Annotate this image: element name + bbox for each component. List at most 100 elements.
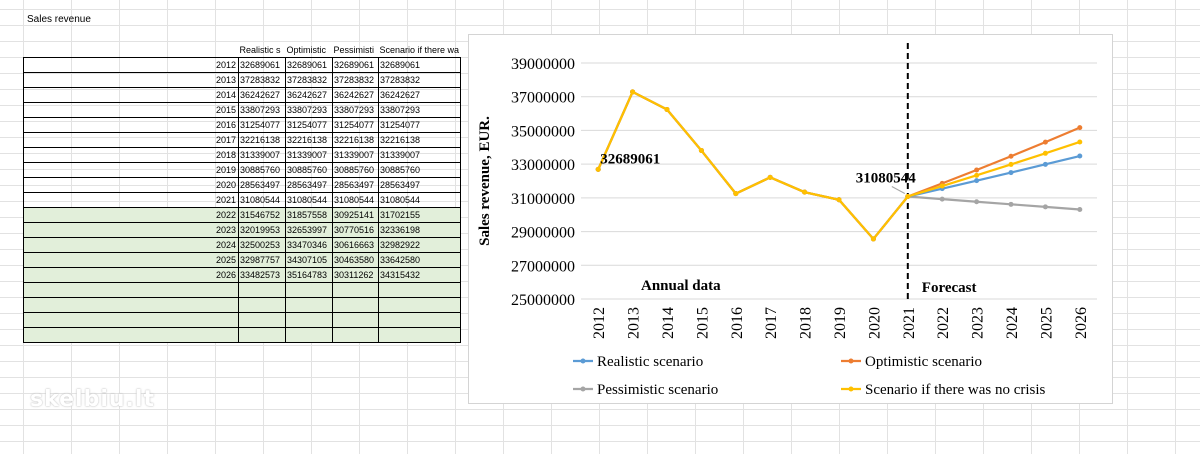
value-cell[interactable]: 32500253 [238, 237, 286, 253]
value-cell[interactable]: 32336198 [378, 222, 461, 238]
year-cell[interactable]: 2025 [23, 252, 239, 268]
value-cell[interactable]: 30885760 [285, 162, 333, 178]
value-cell[interactable]: 33470346 [285, 237, 333, 253]
empty-cell[interactable] [285, 282, 333, 298]
value-cell[interactable]: 33807293 [332, 102, 379, 118]
empty-cell[interactable] [285, 312, 333, 328]
year-cell[interactable]: 2020 [23, 177, 239, 193]
year-cell[interactable]: 2014 [23, 87, 239, 103]
empty-cell[interactable] [23, 297, 239, 313]
column-header[interactable]: Pessimisti [333, 45, 375, 55]
empty-cell[interactable] [378, 297, 461, 313]
column-header[interactable]: Realistic s [239, 45, 281, 55]
empty-cell[interactable] [378, 327, 461, 343]
value-cell[interactable]: 31339007 [238, 147, 286, 163]
value-cell[interactable]: 32689061 [238, 57, 286, 73]
year-cell[interactable]: 2024 [23, 237, 239, 253]
year-cell[interactable]: 2017 [23, 132, 239, 148]
value-cell[interactable]: 34307105 [285, 252, 333, 268]
value-cell[interactable]: 31339007 [332, 147, 379, 163]
value-cell[interactable]: 33482573 [238, 267, 286, 283]
empty-cell[interactable] [23, 327, 239, 343]
value-cell[interactable]: 32689061 [378, 57, 461, 73]
empty-cell[interactable] [378, 282, 461, 298]
value-cell[interactable]: 36242627 [285, 87, 333, 103]
empty-cell[interactable] [332, 297, 379, 313]
year-cell[interactable]: 2021 [23, 192, 239, 208]
year-cell[interactable]: 2019 [23, 162, 239, 178]
value-cell[interactable]: 34315432 [378, 267, 461, 283]
column-header[interactable]: Scenario if there wa [379, 45, 460, 55]
empty-cell[interactable] [23, 282, 239, 298]
column-header[interactable]: Optimistic [286, 45, 327, 55]
empty-cell[interactable] [23, 312, 239, 328]
value-cell[interactable]: 30885760 [238, 162, 286, 178]
value-cell[interactable]: 33642580 [378, 252, 461, 268]
year-cell[interactable]: 2013 [23, 72, 239, 88]
value-cell[interactable]: 32216138 [285, 132, 333, 148]
value-cell[interactable]: 33807293 [238, 102, 286, 118]
value-cell[interactable]: 31702155 [378, 207, 461, 223]
empty-cell[interactable] [238, 312, 286, 328]
value-cell[interactable]: 36242627 [332, 87, 379, 103]
value-cell[interactable]: 30925141 [332, 207, 379, 223]
value-cell[interactable]: 31080544 [238, 192, 286, 208]
empty-cell[interactable] [285, 327, 333, 343]
value-cell[interactable]: 30885760 [378, 162, 461, 178]
value-cell[interactable]: 28563497 [285, 177, 333, 193]
value-cell[interactable]: 32216138 [238, 132, 286, 148]
value-cell[interactable]: 30616663 [332, 237, 379, 253]
value-cell[interactable]: 33807293 [378, 102, 461, 118]
value-cell[interactable]: 30770516 [332, 222, 379, 238]
value-cell[interactable]: 31080544 [332, 192, 379, 208]
value-cell[interactable]: 31339007 [285, 147, 333, 163]
year-cell[interactable]: 2026 [23, 267, 239, 283]
empty-cell[interactable] [332, 327, 379, 343]
value-cell[interactable]: 28563497 [378, 177, 461, 193]
empty-cell[interactable] [332, 312, 379, 328]
empty-cell[interactable] [238, 327, 286, 343]
column-header[interactable] [24, 43, 239, 58]
year-cell[interactable]: 2018 [23, 147, 239, 163]
value-cell[interactable]: 30311262 [332, 267, 379, 283]
empty-cell[interactable] [378, 312, 461, 328]
chart[interactable]: 25000000 27000000 29000000 31000000 33000000… [468, 34, 1113, 404]
value-cell[interactable]: 31254077 [285, 117, 333, 133]
empty-cell[interactable] [238, 297, 286, 313]
value-cell[interactable]: 28563497 [332, 177, 379, 193]
sheet-title[interactable]: Sales revenue [27, 14, 91, 25]
value-cell[interactable]: 37283832 [332, 72, 379, 88]
value-cell[interactable]: 33807293 [285, 102, 333, 118]
value-cell[interactable]: 36242627 [238, 87, 286, 103]
value-cell[interactable]: 31080544 [378, 192, 461, 208]
value-cell[interactable]: 31339007 [378, 147, 461, 163]
year-cell[interactable]: 2016 [23, 117, 239, 133]
value-cell[interactable]: 37283832 [238, 72, 286, 88]
value-cell[interactable]: 32653997 [285, 222, 333, 238]
value-cell[interactable]: 32216138 [332, 132, 379, 148]
value-cell[interactable]: 31080544 [285, 192, 333, 208]
value-cell[interactable]: 31546752 [238, 207, 286, 223]
value-cell[interactable]: 37283832 [285, 72, 333, 88]
value-cell[interactable]: 36242627 [378, 87, 461, 103]
value-cell[interactable]: 31857558 [285, 207, 333, 223]
value-cell[interactable]: 32689061 [285, 57, 333, 73]
empty-cell[interactable] [238, 282, 286, 298]
value-cell[interactable]: 35164783 [285, 267, 333, 283]
value-cell[interactable]: 32987757 [238, 252, 286, 268]
value-cell[interactable]: 32982922 [378, 237, 461, 253]
year-cell[interactable]: 2023 [23, 222, 239, 238]
value-cell[interactable]: 32019953 [238, 222, 286, 238]
value-cell[interactable]: 32689061 [332, 57, 379, 73]
value-cell[interactable]: 31254077 [238, 117, 286, 133]
empty-cell[interactable] [285, 297, 333, 313]
year-cell[interactable]: 2012 [23, 57, 239, 73]
empty-cell[interactable] [332, 282, 379, 298]
value-cell[interactable]: 30463580 [332, 252, 379, 268]
value-cell[interactable]: 30885760 [332, 162, 379, 178]
year-cell[interactable]: 2022 [23, 207, 239, 223]
value-cell[interactable]: 32216138 [378, 132, 461, 148]
value-cell[interactable]: 28563497 [238, 177, 286, 193]
value-cell[interactable]: 31254077 [378, 117, 461, 133]
year-cell[interactable]: 2015 [23, 102, 239, 118]
